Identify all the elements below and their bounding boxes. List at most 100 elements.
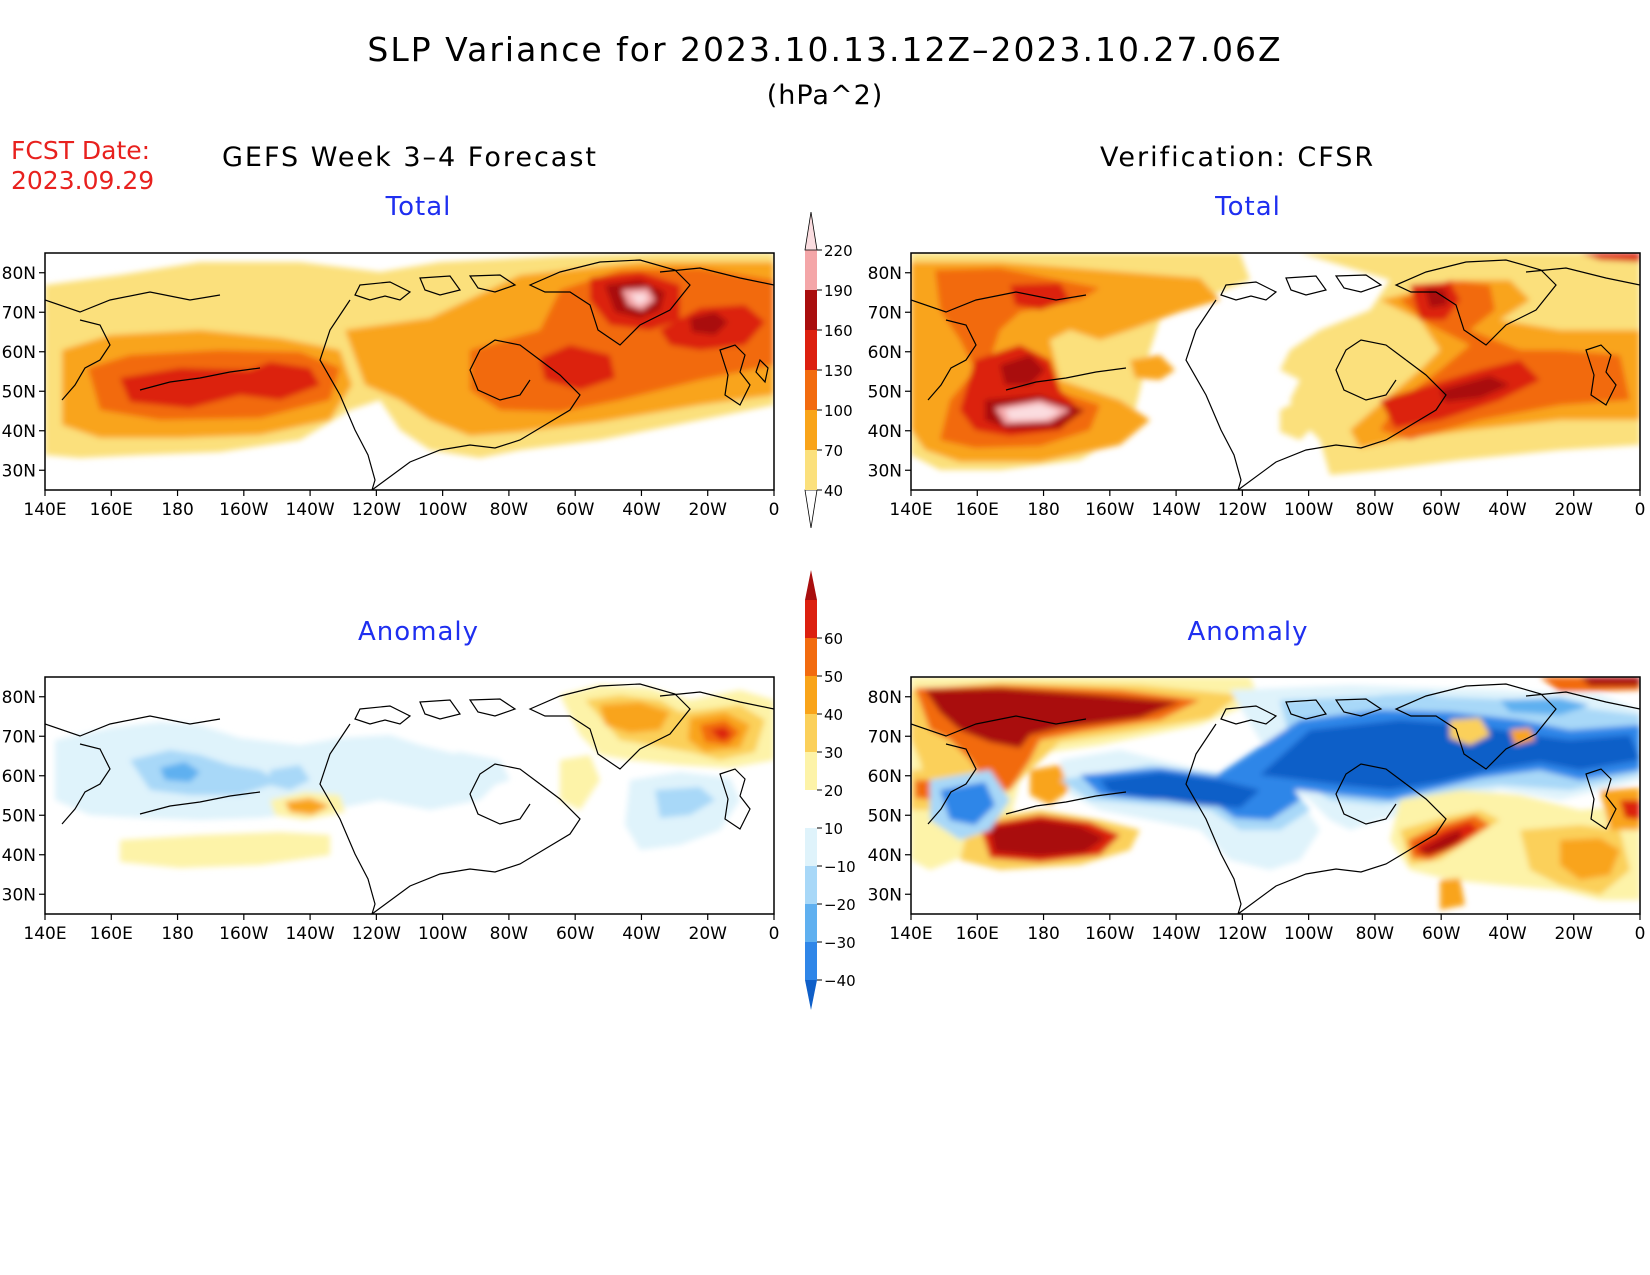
lat-tick-label: 60N	[2, 343, 36, 363]
colorbar-swatch	[805, 290, 817, 330]
lon-tick-label: 160E	[90, 924, 133, 944]
lon-tick-label: 80W	[490, 500, 529, 520]
lat-tick-label: 50N	[868, 806, 902, 826]
colorbar-tick-label: 30	[824, 744, 843, 762]
colorbar-total: 40 70 100 130 160 190 220	[804, 211, 853, 529]
lon-tick-label: 140E	[889, 500, 932, 520]
lon-tick-label: 40W	[1488, 500, 1527, 520]
lon-tick-label: 180	[161, 500, 193, 520]
colorbar-tick-label: 160	[824, 322, 853, 340]
lat-tick-label: 80N	[868, 688, 902, 708]
colorbar-swatch	[805, 942, 817, 980]
lon-tick-label: 20W	[689, 500, 728, 520]
lon-tick-label: 120W	[1218, 500, 1267, 520]
axis-layer: 30N 40N 50N 60N 70N 80N 140E 160E 180 160W 140W 120…	[2, 264, 1646, 944]
colorbar-swatch	[805, 410, 817, 450]
lon-tick-label: 160W	[219, 924, 268, 944]
lon-tick-label: 60W	[1422, 924, 1461, 944]
lon-tick-label: 120W	[1218, 924, 1267, 944]
lon-tick-label: 20W	[1555, 924, 1594, 944]
lon-tick-label: 80W	[1356, 924, 1395, 944]
panel-subtitle-fcst-anom: Anomaly	[357, 617, 480, 647]
lon-tick-label: 100W	[1284, 500, 1333, 520]
lon-tick-label: 0	[769, 924, 780, 944]
lon-tick-label: 160E	[956, 500, 999, 520]
lat-tick-label: 80N	[2, 688, 36, 708]
colorbar-tick-label: 10	[824, 820, 843, 838]
colorbar-swatch	[805, 752, 817, 790]
colorbar-swatch	[805, 828, 817, 866]
colorbar-swatch	[804, 211, 818, 251]
lat-tick-label: 70N	[868, 303, 902, 323]
lon-tick-label: 160E	[956, 924, 999, 944]
panel-subtitle-verif-anom: Anomaly	[1187, 617, 1309, 647]
colorbar-tick-label: −10	[824, 858, 856, 876]
lon-tick-label: 140E	[889, 924, 932, 944]
colorbar-swatch	[805, 250, 817, 290]
colorbar-swatch	[805, 866, 817, 904]
lat-tick-label: 80N	[868, 264, 902, 284]
colorbar-tick-label: −40	[824, 972, 856, 990]
left-column-header: GEFS Week 3–4 Forecast	[222, 142, 599, 173]
lon-tick-label: 20W	[689, 924, 728, 944]
colorbar-tick-label: 50	[824, 668, 843, 686]
lat-tick-label: 30N	[2, 885, 36, 905]
lat-tick-label: 70N	[868, 727, 902, 747]
lon-tick-label: 60W	[556, 500, 595, 520]
lon-tick-label: 100W	[418, 924, 467, 944]
panel-subtitle-fcst-total: Total	[385, 192, 452, 222]
main-title: SLP Variance for 2023.10.13.12Z–2023.10.…	[367, 30, 1283, 69]
colorbar-swatch	[805, 600, 817, 638]
lon-tick-label: 40W	[622, 924, 661, 944]
lon-tick-label: 100W	[1284, 924, 1333, 944]
lon-tick-label: 0	[1635, 500, 1646, 520]
lon-tick-label: 60W	[1422, 500, 1461, 520]
colorbar-anomaly: −40 −30 −20 −10 10 20 30 40 50 60	[805, 570, 856, 1010]
lat-tick-label: 60N	[868, 767, 902, 787]
map-panel-verif-anom	[910, 676, 1641, 915]
colorbar-tick-label: 70	[824, 442, 843, 460]
colorbar-tick-label: −20	[824, 896, 856, 914]
lon-tick-label: 0	[1635, 924, 1646, 944]
lon-tick-label: 0	[769, 500, 780, 520]
colorbar-tick-label: 20	[824, 782, 843, 800]
colorbar-swatch	[805, 790, 817, 828]
lon-tick-label: 120W	[352, 500, 401, 520]
lon-tick-label: 160W	[1085, 924, 1134, 944]
colorbar-swatch	[805, 370, 817, 410]
colorbar-tick-label: 60	[824, 630, 843, 648]
lat-tick-label: 50N	[2, 382, 36, 402]
lon-tick-label: 140W	[285, 924, 334, 944]
lat-tick-label: 70N	[2, 727, 36, 747]
lon-tick-label: 40W	[1488, 924, 1527, 944]
colorbar-tick-label: 190	[824, 282, 853, 300]
map-panel-verif-total	[910, 252, 1641, 491]
lon-tick-label: 180	[161, 924, 193, 944]
lon-tick-label: 180	[1027, 500, 1059, 520]
lon-tick-label: 20W	[1555, 500, 1594, 520]
colorbar-swatch	[805, 638, 817, 676]
map-panel-fcst-total	[44, 252, 775, 491]
lon-tick-label: 100W	[418, 500, 467, 520]
colorbar-tick-label: 100	[824, 402, 853, 420]
lon-tick-label: 140W	[1151, 500, 1200, 520]
lon-tick-label: 120W	[352, 924, 401, 944]
lon-tick-label: 160E	[90, 500, 133, 520]
lon-tick-label: 140W	[1151, 924, 1200, 944]
lat-tick-label: 50N	[868, 382, 902, 402]
lat-tick-label: 70N	[2, 303, 36, 323]
colorbar-swatch	[805, 570, 817, 600]
lat-tick-label: 30N	[2, 461, 36, 481]
lon-tick-label: 80W	[490, 924, 529, 944]
lat-tick-label: 40N	[868, 422, 902, 442]
colorbar-layer: 40 70 100 130 160 190 220 −40 −30 −20 −10 10 20 30 40 5…	[804, 211, 856, 1010]
forecast-date-label: FCST Date:	[11, 136, 151, 165]
lon-tick-label: 140W	[285, 500, 334, 520]
colorbar-swatch	[805, 330, 817, 370]
lat-tick-label: 60N	[868, 343, 902, 363]
forecast-date-value: 2023.09.29	[11, 166, 155, 195]
units-label: (hPa^2)	[766, 80, 884, 111]
lon-tick-label: 160W	[1085, 500, 1134, 520]
lat-tick-label: 40N	[2, 846, 36, 866]
